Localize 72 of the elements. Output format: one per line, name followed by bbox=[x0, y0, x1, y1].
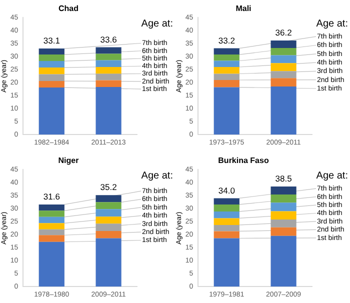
bar bbox=[96, 47, 122, 54]
legend-title: Age at: bbox=[141, 18, 173, 30]
bar bbox=[96, 208, 122, 216]
bar bbox=[270, 78, 296, 86]
bar bbox=[270, 226, 296, 236]
bar bbox=[270, 186, 296, 194]
bar bbox=[270, 194, 296, 202]
bar bbox=[270, 40, 296, 48]
bar bbox=[38, 81, 64, 88]
bar bbox=[214, 218, 240, 224]
bar bbox=[96, 54, 122, 60]
bar bbox=[214, 204, 240, 211]
chart-title: Niger bbox=[58, 156, 79, 165]
bar bbox=[96, 194, 122, 202]
bar bbox=[214, 210, 240, 218]
bar bbox=[38, 216, 64, 223]
bar bbox=[214, 198, 240, 204]
bar bbox=[214, 230, 240, 238]
bar bbox=[96, 67, 122, 74]
bar bbox=[270, 210, 296, 220]
bar bbox=[38, 68, 64, 74]
legend-title: Age at: bbox=[316, 170, 348, 181]
total-label: 38.5 bbox=[275, 173, 292, 184]
bar bbox=[214, 80, 240, 88]
bar bbox=[270, 71, 296, 78]
bar bbox=[270, 86, 296, 135]
bar bbox=[270, 63, 296, 72]
bar bbox=[96, 238, 122, 286]
bar bbox=[38, 210, 64, 216]
bar bbox=[96, 74, 122, 80]
legend-title: Age at: bbox=[141, 170, 173, 181]
bar bbox=[214, 48, 240, 55]
bar bbox=[38, 88, 64, 135]
bar bbox=[214, 67, 240, 74]
bar bbox=[270, 202, 296, 211]
total-label: 36.2 bbox=[275, 28, 292, 38]
chart-title: Burkina Faso bbox=[218, 156, 269, 165]
bar bbox=[38, 228, 64, 235]
bar bbox=[38, 204, 64, 210]
bar bbox=[96, 202, 122, 209]
bar bbox=[38, 74, 64, 82]
bar bbox=[96, 60, 122, 67]
bar bbox=[96, 230, 122, 238]
bar bbox=[214, 224, 240, 231]
bar bbox=[96, 216, 122, 224]
bar bbox=[214, 87, 240, 135]
bar bbox=[270, 219, 296, 227]
bar bbox=[38, 234, 64, 242]
total-label: 33.1 bbox=[43, 36, 60, 46]
bar bbox=[38, 48, 64, 55]
legend-title: Age at: bbox=[316, 18, 348, 30]
chart-title: Mali bbox=[236, 4, 252, 14]
bar bbox=[214, 54, 240, 61]
total-label: 33.2 bbox=[218, 35, 236, 46]
bar bbox=[96, 80, 122, 88]
bar bbox=[96, 87, 122, 135]
bar bbox=[38, 54, 64, 62]
total-label: 34.0 bbox=[218, 184, 236, 195]
bar bbox=[270, 48, 296, 56]
bar bbox=[38, 222, 64, 229]
bar bbox=[38, 61, 64, 68]
bar bbox=[214, 74, 240, 80]
bar bbox=[270, 235, 296, 286]
bar bbox=[214, 238, 240, 286]
bar bbox=[270, 55, 296, 64]
chart-title: Chad bbox=[58, 4, 79, 14]
total-label: 33.6 bbox=[100, 34, 118, 44]
total-label: 31.6 bbox=[43, 191, 60, 202]
total-label: 35.2 bbox=[100, 182, 118, 192]
bar bbox=[214, 60, 240, 67]
bar bbox=[96, 223, 122, 230]
bar bbox=[38, 241, 64, 286]
